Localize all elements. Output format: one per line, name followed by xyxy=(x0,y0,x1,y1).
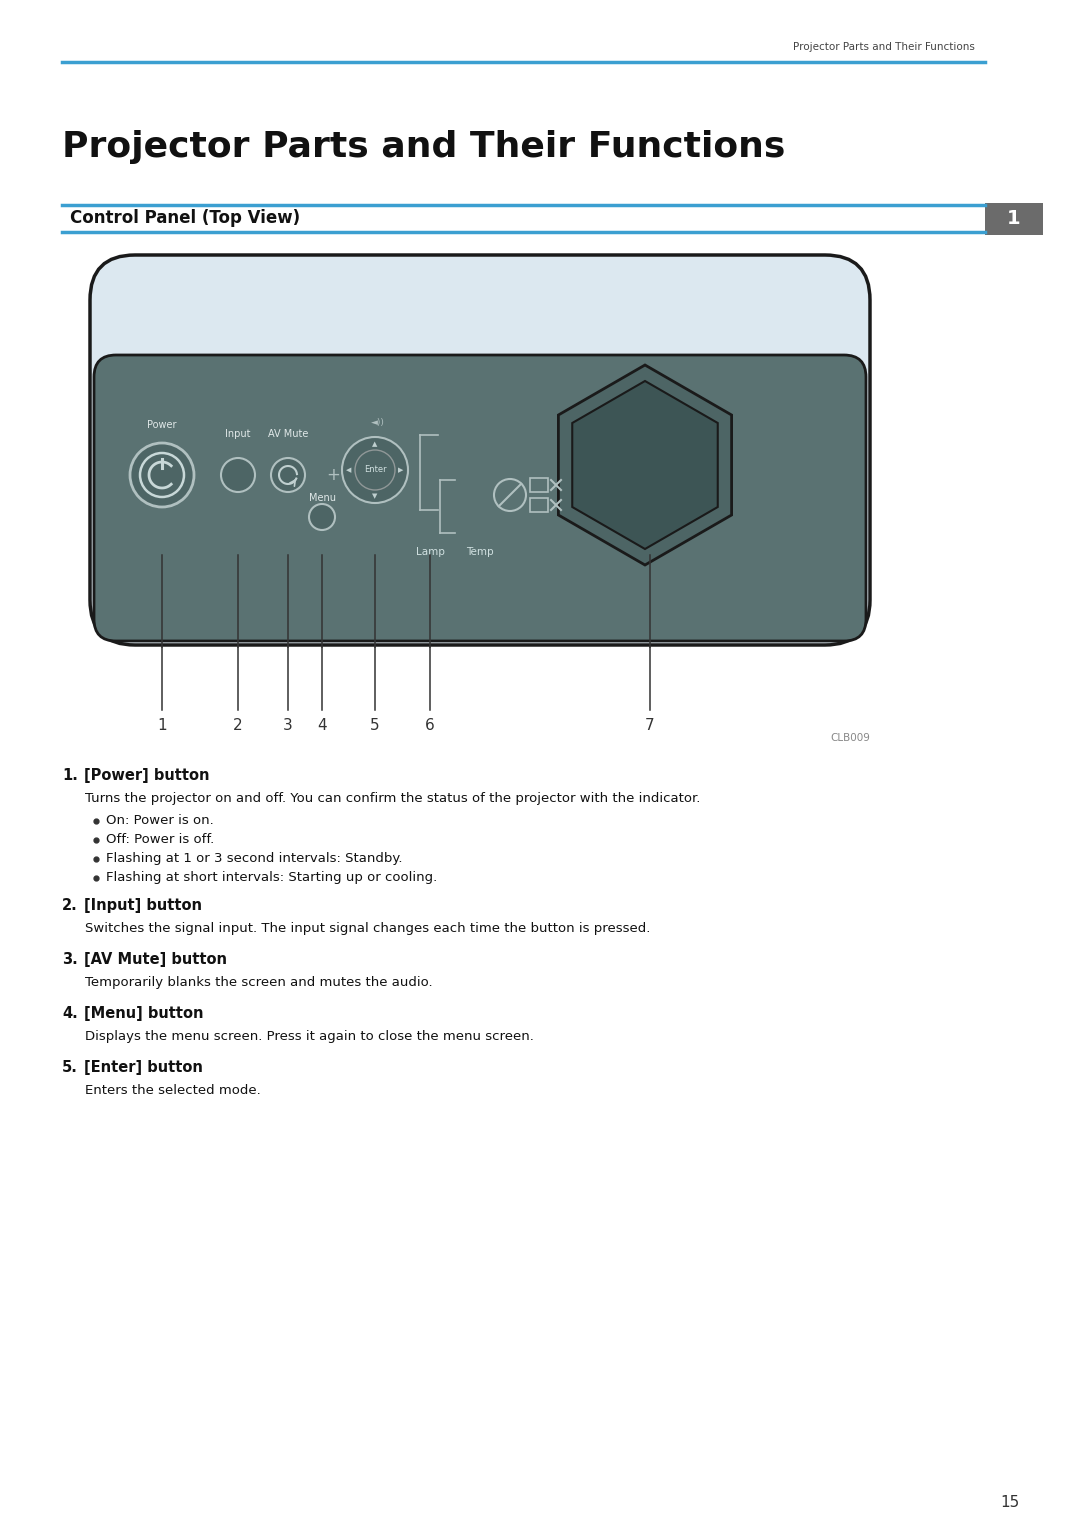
Text: Control Panel (Top View): Control Panel (Top View) xyxy=(70,208,300,227)
FancyBboxPatch shape xyxy=(985,204,1043,234)
Circle shape xyxy=(355,450,395,490)
Text: 15: 15 xyxy=(1000,1495,1020,1511)
Text: 6: 6 xyxy=(426,719,435,732)
FancyBboxPatch shape xyxy=(90,254,870,645)
Text: Menu: Menu xyxy=(309,493,336,502)
Text: 1.: 1. xyxy=(62,768,78,783)
Text: Off: Power is off.: Off: Power is off. xyxy=(106,833,214,846)
Polygon shape xyxy=(572,381,718,548)
Text: Lamp: Lamp xyxy=(416,547,445,558)
Circle shape xyxy=(342,437,408,502)
Text: ◀: ◀ xyxy=(347,467,352,473)
Text: Projector Parts and Their Functions: Projector Parts and Their Functions xyxy=(62,130,785,164)
Text: Projector Parts and Their Functions: Projector Parts and Their Functions xyxy=(793,41,975,52)
Text: Power: Power xyxy=(147,420,177,430)
Text: On: Power is on.: On: Power is on. xyxy=(106,813,214,827)
Text: 2: 2 xyxy=(233,719,243,732)
Text: [Enter] button: [Enter] button xyxy=(84,1060,203,1075)
Text: 5: 5 xyxy=(370,719,380,732)
Circle shape xyxy=(271,458,305,492)
Text: Enter: Enter xyxy=(364,466,387,475)
Text: 3: 3 xyxy=(283,719,293,732)
Text: 7: 7 xyxy=(645,719,654,732)
Text: Switches the signal input. The input signal changes each time the button is pres: Switches the signal input. The input sig… xyxy=(85,922,650,935)
Text: [AV Mute] button: [AV Mute] button xyxy=(84,951,227,967)
Text: [Power] button: [Power] button xyxy=(84,768,210,783)
Text: [Input] button: [Input] button xyxy=(84,898,202,913)
Text: ◄)): ◄)) xyxy=(372,418,384,427)
Text: CLB009: CLB009 xyxy=(831,732,870,743)
Bar xyxy=(530,498,548,512)
Circle shape xyxy=(130,443,194,507)
Text: 5.: 5. xyxy=(62,1060,78,1075)
Text: 1: 1 xyxy=(158,719,166,732)
Text: Input: Input xyxy=(226,429,251,440)
Text: Temporarily blanks the screen and mutes the audio.: Temporarily blanks the screen and mutes … xyxy=(85,976,433,990)
FancyBboxPatch shape xyxy=(94,355,866,640)
Text: 4: 4 xyxy=(318,719,327,732)
Text: 3.: 3. xyxy=(62,951,78,967)
Text: +: + xyxy=(326,466,340,484)
Text: Displays the menu screen. Press it again to close the menu screen.: Displays the menu screen. Press it again… xyxy=(85,1030,534,1043)
Polygon shape xyxy=(558,365,731,565)
Text: Flashing at 1 or 3 second intervals: Standby.: Flashing at 1 or 3 second intervals: Sta… xyxy=(106,852,403,866)
Text: Enters the selected mode.: Enters the selected mode. xyxy=(85,1085,260,1097)
Text: 4.: 4. xyxy=(62,1007,78,1020)
Text: ▲: ▲ xyxy=(373,441,378,447)
Text: ▼: ▼ xyxy=(373,493,378,499)
Text: Flashing at short intervals: Starting up or cooling.: Flashing at short intervals: Starting up… xyxy=(106,872,437,884)
Text: AV Mute: AV Mute xyxy=(268,429,308,440)
Text: [Menu] button: [Menu] button xyxy=(84,1007,203,1020)
Text: 2.: 2. xyxy=(62,898,78,913)
Text: Turns the projector on and off. You can confirm the status of the projector with: Turns the projector on and off. You can … xyxy=(85,792,700,804)
Text: ▶: ▶ xyxy=(399,467,404,473)
Circle shape xyxy=(221,458,255,492)
Text: Temp: Temp xyxy=(467,547,494,558)
Text: 1: 1 xyxy=(1008,210,1021,228)
Circle shape xyxy=(309,504,335,530)
Bar xyxy=(530,478,548,492)
